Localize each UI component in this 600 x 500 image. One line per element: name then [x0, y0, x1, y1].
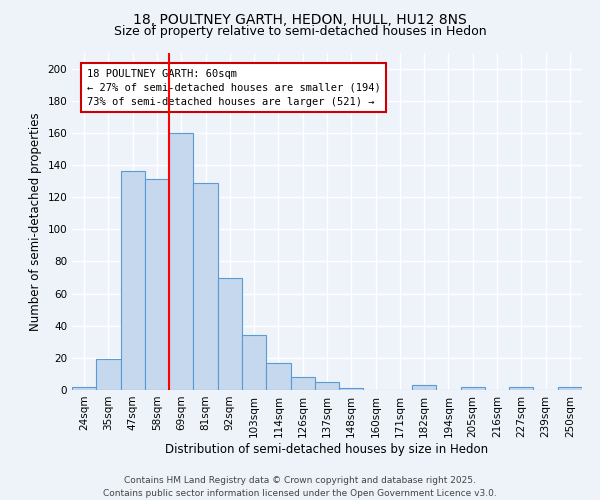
- Bar: [290, 377, 315, 390]
- Bar: [412, 385, 436, 390]
- Bar: [315, 382, 339, 390]
- Y-axis label: Number of semi-detached properties: Number of semi-detached properties: [29, 112, 42, 330]
- Bar: [558, 387, 582, 390]
- Bar: [96, 360, 121, 390]
- Bar: [509, 387, 533, 390]
- Bar: [145, 180, 169, 390]
- Text: Size of property relative to semi-detached houses in Hedon: Size of property relative to semi-detach…: [113, 25, 487, 38]
- Bar: [72, 387, 96, 390]
- Bar: [169, 133, 193, 390]
- Bar: [266, 362, 290, 390]
- Bar: [242, 336, 266, 390]
- Text: 18 POULTNEY GARTH: 60sqm
← 27% of semi-detached houses are smaller (194)
73% of : 18 POULTNEY GARTH: 60sqm ← 27% of semi-d…: [86, 68, 380, 106]
- Text: 18, POULTNEY GARTH, HEDON, HULL, HU12 8NS: 18, POULTNEY GARTH, HEDON, HULL, HU12 8N…: [133, 12, 467, 26]
- Bar: [461, 387, 485, 390]
- Bar: [339, 388, 364, 390]
- X-axis label: Distribution of semi-detached houses by size in Hedon: Distribution of semi-detached houses by …: [166, 442, 488, 456]
- Bar: [218, 278, 242, 390]
- Text: Contains HM Land Registry data © Crown copyright and database right 2025.
Contai: Contains HM Land Registry data © Crown c…: [103, 476, 497, 498]
- Bar: [121, 172, 145, 390]
- Bar: [193, 182, 218, 390]
